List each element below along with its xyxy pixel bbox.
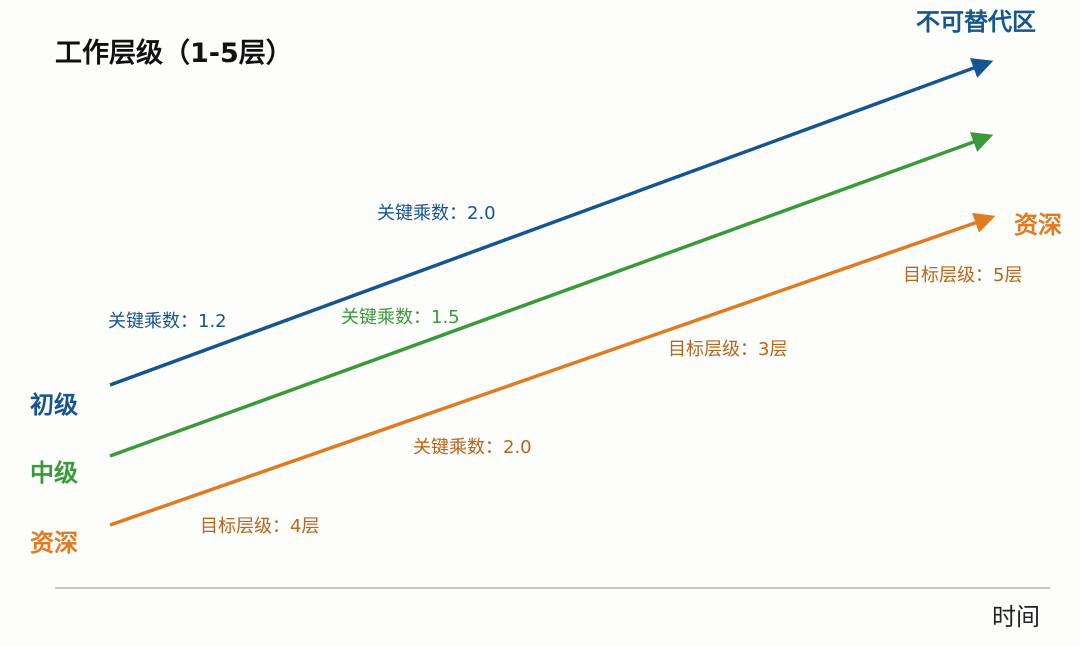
diagram-title: 工作层级（1-5层） bbox=[55, 37, 293, 69]
end-label-blue: 不可替代区 bbox=[916, 8, 1036, 36]
annotation-blue-1: 关键乘数：1.2 bbox=[108, 311, 227, 332]
arrow-green-track bbox=[109, 132, 994, 458]
end-label-orange: 资深 bbox=[1014, 211, 1062, 239]
arrow-blue-track bbox=[109, 58, 994, 387]
start-label-green: 中级 bbox=[30, 459, 78, 487]
annotation-blue-2: 关键乘数：2.0 bbox=[377, 203, 496, 224]
annotation-orange-1: 目标层级：4层 bbox=[200, 516, 319, 537]
arrow-orange-track bbox=[109, 212, 996, 527]
time-axis-label: 时间 bbox=[992, 603, 1040, 631]
annotation-orange-2: 关键乘数：2.0 bbox=[413, 437, 532, 458]
annotation-orange-3: 目标层级：3层 bbox=[668, 339, 787, 360]
start-label-orange: 资深 bbox=[30, 529, 78, 557]
start-label-blue: 初级 bbox=[30, 391, 78, 419]
annotation-orange-4: 目标层级：5层 bbox=[903, 265, 1022, 286]
annotation-green-1: 关键乘数：1.5 bbox=[341, 307, 460, 328]
